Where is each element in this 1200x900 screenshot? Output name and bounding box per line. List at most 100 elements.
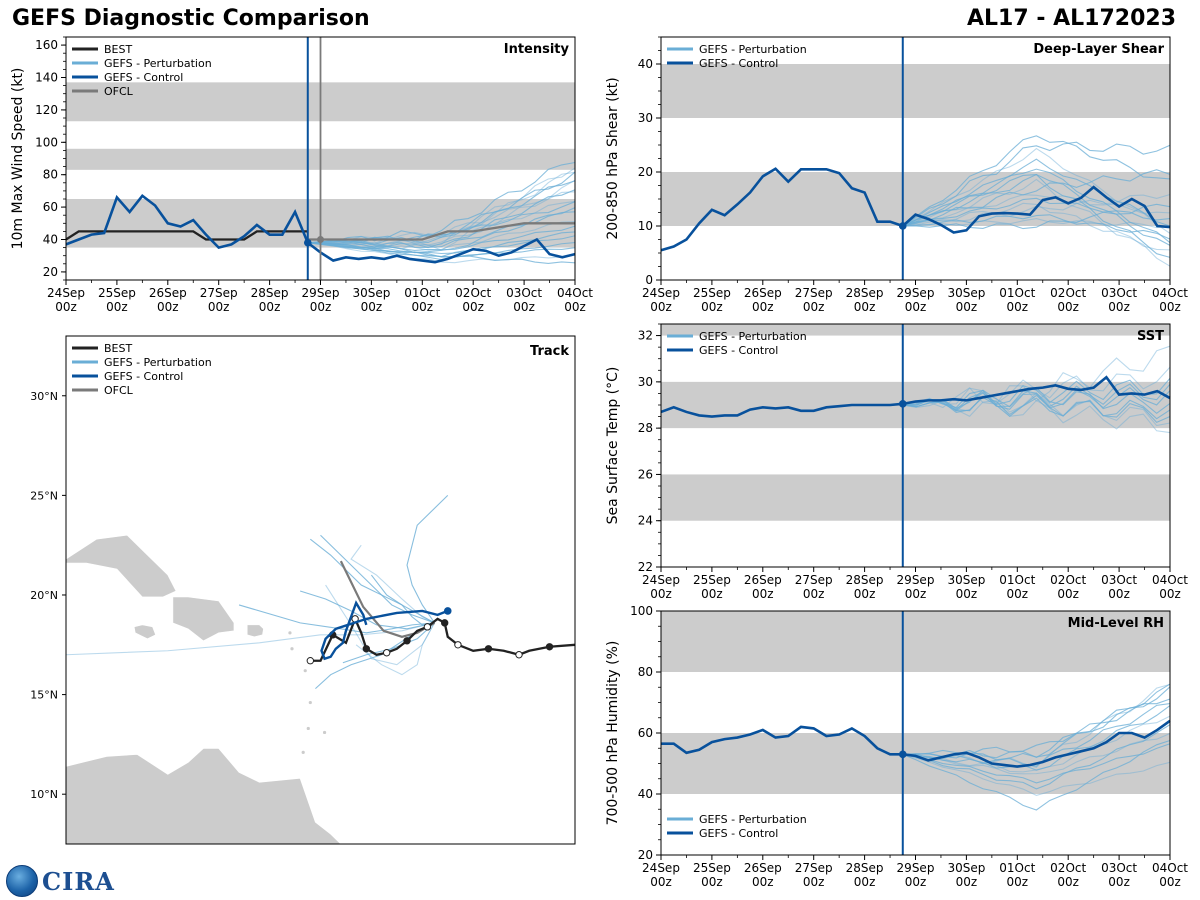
x-tick-label-hour: 00z xyxy=(701,300,723,314)
panel-intensity: 2040608010012014016024Sep00z25Sep00z26Se… xyxy=(10,36,593,314)
x-tick-label-hour: 00z xyxy=(564,300,586,314)
land-antilles-island xyxy=(306,726,310,731)
land-antilles-island xyxy=(301,750,305,754)
x-tick-label-hour: 00z xyxy=(956,300,978,314)
land-antilles-island xyxy=(290,647,294,651)
x-tick-label-date: 29Sep xyxy=(302,286,340,300)
control-track-point xyxy=(443,607,452,615)
land-antilles-island xyxy=(308,700,312,705)
perturbation-line-1 xyxy=(902,377,1171,409)
panel-title: Intensity xyxy=(504,42,570,57)
x-tick-label-hour: 00z xyxy=(1108,875,1130,889)
perturbation-line-5 xyxy=(902,141,1171,227)
best-track-point xyxy=(545,643,554,651)
best-track-point xyxy=(484,645,493,653)
x-tick-label-hour: 00z xyxy=(1159,587,1181,601)
x-tick-label-hour: 00z xyxy=(412,300,434,314)
x-tick-label-date: 01Oct xyxy=(999,861,1035,875)
x-tick-label-date: 01Oct xyxy=(999,286,1035,300)
panel-sst: 22242628303224Sep00z25Sep00z26Sep00z27Se… xyxy=(605,323,1188,601)
x-tick-label-hour: 00z xyxy=(701,875,723,889)
perturbation-line-17 xyxy=(307,201,576,244)
x-tick-label-hour: 00z xyxy=(1057,587,1079,601)
x-tick-label-date: 26Sep xyxy=(149,286,187,300)
x-tick-label-date: 29Sep xyxy=(897,861,935,875)
x-tick-label-date: 25Sep xyxy=(98,286,136,300)
y-tick-label: 80 xyxy=(43,168,58,182)
perturbation-line-10 xyxy=(902,197,1171,227)
best-track-point xyxy=(454,641,462,649)
x-tick-label-hour: 00z xyxy=(1007,300,1029,314)
y-axis-label: Sea Surface Temp (°C) xyxy=(605,367,621,525)
control-init-point xyxy=(303,238,312,247)
x-tick-label-date: 28Sep xyxy=(846,573,884,587)
x-tick-label-date: 27Sep xyxy=(200,286,238,300)
x-tick-label-date: 24Sep xyxy=(642,573,680,587)
y-tick-label: 10 xyxy=(638,219,653,233)
x-tick-label-date: 01Oct xyxy=(999,573,1035,587)
y-tick-label: 28 xyxy=(638,421,653,435)
perturbation-line-8 xyxy=(902,383,1171,411)
best-track-point xyxy=(423,623,432,631)
best-track-point xyxy=(515,651,523,659)
x-tick-label-date: 02Oct xyxy=(1050,861,1086,875)
x-tick-label-hour: 00z xyxy=(55,300,77,314)
x-tick-label-date: 01Oct xyxy=(404,286,440,300)
perturbation-track-2 xyxy=(320,534,435,624)
x-tick-label-date: 02Oct xyxy=(455,286,491,300)
x-tick-label-date: 03Oct xyxy=(1101,573,1137,587)
x-tick-label-hour: 00z xyxy=(650,587,672,601)
x-tick-label-hour: 00z xyxy=(1159,300,1181,314)
y-tick-label: 26 xyxy=(638,467,653,481)
x-tick-label-date: 02Oct xyxy=(1050,573,1086,587)
perturbation-line-4 xyxy=(902,214,1171,240)
perturbation-line-7 xyxy=(902,740,1171,811)
perturbation-line-13 xyxy=(902,168,1171,244)
x-tick-label-hour: 00z xyxy=(1057,300,1079,314)
best-track-point xyxy=(362,645,371,653)
y-tick-label: 160 xyxy=(35,38,58,52)
legend-label-perturbation: GEFS - Perturbation xyxy=(699,43,807,56)
y-tick-label: 24 xyxy=(638,514,653,528)
y-tick-label: 20 xyxy=(638,165,653,179)
land-antilles-island xyxy=(303,669,307,673)
perturbation-line-18 xyxy=(307,179,576,251)
band-2 xyxy=(661,324,1170,336)
x-tick-label-hour: 00z xyxy=(361,300,383,314)
perturbation-line-14 xyxy=(902,169,1171,227)
y-axis-label: 10m Max Wind Speed (kt) xyxy=(10,68,26,250)
lat-tick-label: 20°N xyxy=(30,589,58,602)
perturbation-line-6 xyxy=(902,753,1171,796)
legend-label-control: GEFS - Control xyxy=(699,827,778,840)
control-line xyxy=(660,375,1171,418)
map-frame xyxy=(65,335,576,845)
control-track xyxy=(320,600,449,661)
x-tick-label-date: 25Sep xyxy=(693,573,731,587)
legend-label-ofcl: OFCL xyxy=(104,85,134,98)
x-tick-label-date: 29Sep xyxy=(897,286,935,300)
perturbation-line-4 xyxy=(902,394,1171,423)
perturbation-track-1 xyxy=(406,494,449,624)
perturbation-line-9 xyxy=(902,147,1171,234)
legend-label-control: GEFS - Control xyxy=(104,370,183,383)
y-tick-label: 30 xyxy=(638,375,653,389)
x-tick-label-date: 27Sep xyxy=(795,286,833,300)
x-tick-label-date: 28Sep xyxy=(846,286,884,300)
y-tick-label: 60 xyxy=(43,200,58,214)
perturbation-track-5 xyxy=(238,604,435,634)
lat-tick-label: 25°N xyxy=(30,489,58,502)
x-tick-label-hour: 00z xyxy=(462,300,484,314)
control-init-point xyxy=(898,400,907,408)
best-track-point xyxy=(440,619,449,627)
legend-label-ofcl: OFCL xyxy=(104,384,134,397)
x-tick-label-hour: 00z xyxy=(1007,587,1029,601)
perturbation-line-8 xyxy=(902,203,1171,230)
y-tick-label: 40 xyxy=(638,57,653,71)
perturbation-line-6 xyxy=(902,345,1171,409)
x-tick-label-date: 30Sep xyxy=(352,286,390,300)
legend-label-perturbation: GEFS - Perturbation xyxy=(699,330,807,343)
y-axis-label: 200-850 hPa Shear (kt) xyxy=(605,77,621,239)
panel-shear: 01020304024Sep00z25Sep00z26Sep00z27Sep00… xyxy=(605,36,1188,314)
noaa-globe-icon xyxy=(6,865,38,897)
x-tick-label-date: 25Sep xyxy=(693,861,731,875)
